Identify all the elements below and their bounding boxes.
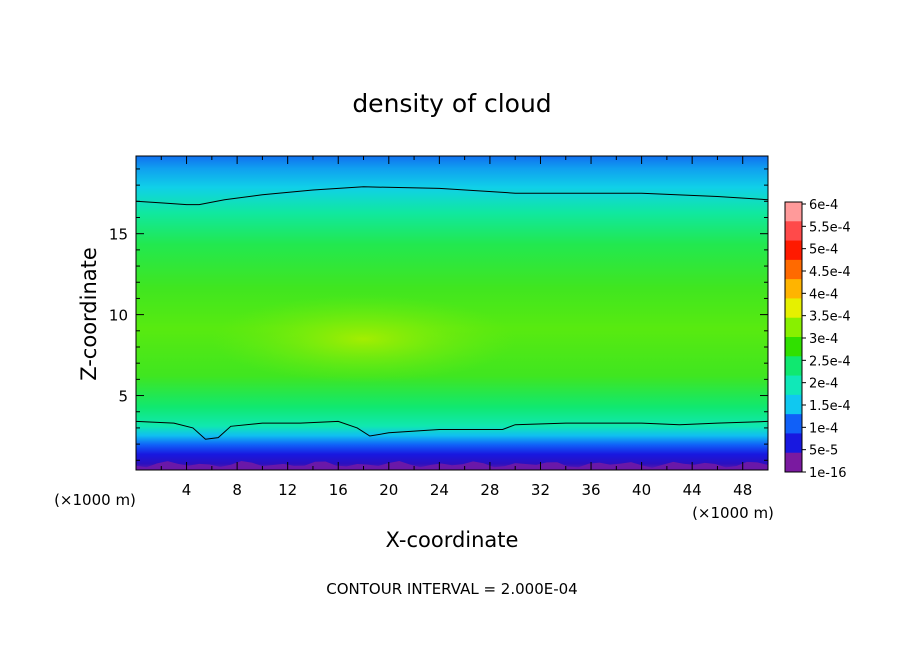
y-tick-label: 5 (118, 388, 128, 406)
colorbar-swatch (785, 375, 802, 396)
x-tick-label: 4 (182, 481, 192, 499)
x-tick-label: 24 (430, 481, 449, 499)
y-tick-label: 15 (109, 226, 128, 244)
colorbar-frame (784, 201, 803, 473)
y-axis: 5 10 15 (109, 168, 768, 461)
cloud-core (211, 294, 516, 383)
colorbar-swatch (785, 259, 802, 280)
colorbar-label: 2.5e-4 (809, 354, 851, 369)
colorbar-swatch (785, 394, 802, 415)
chart-title: density of cloud (352, 89, 551, 118)
x-tick-label: 8 (232, 481, 242, 499)
x-unit-left: (×1000 m) (54, 491, 136, 509)
contour-line-0 (136, 186, 768, 206)
x-tick-label: 48 (733, 481, 752, 499)
colorbar-swatch (785, 279, 802, 299)
colorbar-label: 1.5e-4 (809, 399, 851, 414)
y-tick-label: 10 (109, 307, 128, 325)
x-tick-label: 44 (683, 481, 702, 499)
colorbar: 6e-4 5.5e-4 5e-4 4.5e-4 4e-4 3.5e-4 3e-4 2.5e-4… (784, 198, 851, 481)
x-axis: 4 8 12 16 20 24 28 32 36 40 44 48 (160, 156, 752, 499)
x-tick-label: 12 (278, 481, 297, 499)
colorbar-label: 4.5e-4 (809, 265, 851, 280)
colorbar-label: 5.5e-4 (809, 220, 851, 235)
y-axis-label: Z-coordinate (77, 247, 101, 381)
x-tick-label: 28 (480, 481, 499, 499)
x-tick-label: 32 (531, 481, 550, 499)
x-unit-right: (×1000 m) (692, 504, 774, 522)
plot-area (136, 156, 768, 470)
colorbar-label: 5e-5 (809, 444, 838, 459)
x-tick-label: 16 (329, 481, 348, 499)
colorbar-swatch (785, 221, 802, 242)
colorbar-swatch (785, 298, 802, 319)
contour-lines (136, 186, 768, 440)
colorbar-label: 1e-4 (809, 421, 838, 436)
colorbar-label: 1e-16 (809, 466, 847, 481)
x-axis-label: X-coordinate (386, 528, 519, 552)
colorbar-swatch (785, 433, 802, 454)
upper-low-density (496, 156, 610, 175)
colorbar-label: 4e-4 (809, 287, 838, 302)
colorbar-swatch (785, 414, 802, 434)
field-features (136, 156, 768, 470)
x-tick-label: 20 (379, 481, 398, 499)
x-tick-label: 36 (581, 481, 600, 499)
colorbar-swatch (785, 202, 802, 222)
colorbar-swatch (785, 452, 802, 473)
x-tick-label: 40 (632, 481, 651, 499)
colorbar-label: 3.5e-4 (809, 310, 851, 325)
contour-line-1 (136, 420, 768, 440)
plot-frame (135, 155, 769, 471)
colorbar-swatch (785, 317, 802, 338)
contour-interval-footer: CONTOUR INTERVAL = 2.000E-04 (326, 580, 577, 598)
ground-band (136, 460, 768, 470)
colorbar-label: 2e-4 (809, 377, 838, 392)
colorbar-label: 3e-4 (809, 332, 838, 347)
colorbar-label: 5e-4 (809, 243, 838, 258)
colorbar-swatch (785, 337, 802, 357)
colorbar-label: 6e-4 (809, 198, 838, 213)
colorbar-swatch (785, 356, 802, 377)
colorbar-swatch (785, 240, 802, 261)
